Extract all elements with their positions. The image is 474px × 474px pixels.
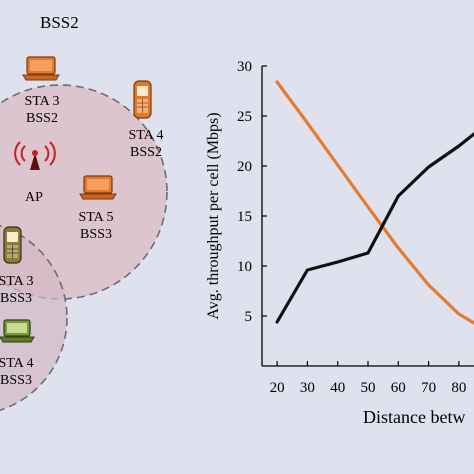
series-line-1 (275, 80, 474, 325)
bss2-circle (0, 84, 168, 300)
sta5-bss3-label-line1: STA 5 (78, 210, 113, 225)
network-diagram: BSS2 STA 3 BSS2 STA 4 BSS2 (0, 13, 168, 412)
phone-icon (3, 226, 22, 264)
y-tick-label: 5 (245, 309, 253, 325)
laptop-icon (22, 56, 60, 81)
sta3-bss3-label-line2: BSS3 (0, 291, 32, 306)
ap-label: AP (25, 190, 43, 205)
chart-series (275, 80, 474, 325)
laptop-icon (0, 319, 35, 343)
x-tick-label: 80 (451, 380, 466, 396)
sta4-bss2-label-line2: BSS2 (130, 145, 162, 160)
x-tick-label: 50 (361, 380, 376, 396)
laptop-icon (79, 175, 117, 200)
y-axis-label: Avg. throughput per cell (Mbps) (205, 112, 222, 319)
sta3-bss2-label-line2: BSS2 (26, 111, 58, 126)
throughput-chart: 5 10 15 20 25 30 20 30 40 50 60 70 80 Avg. throughpu… (205, 59, 474, 427)
x-tick-label: 60 (391, 380, 406, 396)
y-tick-label: 20 (237, 159, 252, 175)
chart-ticks: 5 10 15 20 25 30 20 30 40 50 60 70 80 (237, 59, 466, 396)
x-axis-label: Distance betw (363, 407, 465, 427)
x-tick-label: 30 (300, 380, 315, 396)
sta4-bss3-label-line2: BSS3 (0, 373, 32, 388)
sta5-bss3-label-line2: BSS3 (80, 227, 112, 242)
phone-icon (133, 80, 152, 119)
sta4-bss3-label-line1: STA 4 (0, 356, 34, 371)
bss2-title: BSS2 (40, 13, 79, 32)
x-tick-label: 20 (270, 380, 285, 396)
y-tick-label: 15 (237, 209, 252, 225)
sta4-bss2-label-line1: STA 4 (128, 128, 163, 143)
y-tick-label: 25 (237, 109, 252, 125)
x-tick-label: 40 (330, 380, 345, 396)
chart-axes (261, 66, 474, 367)
bss3-circle (0, 224, 68, 412)
sta3-bss3-label-line1: STA 3 (0, 274, 34, 289)
x-tick-label: 70 (421, 380, 436, 396)
y-tick-label: 30 (237, 59, 252, 75)
y-tick-label: 10 (237, 259, 252, 275)
series-line-2 (275, 132, 474, 324)
sta3-bss2-label-line1: STA 3 (24, 94, 59, 109)
